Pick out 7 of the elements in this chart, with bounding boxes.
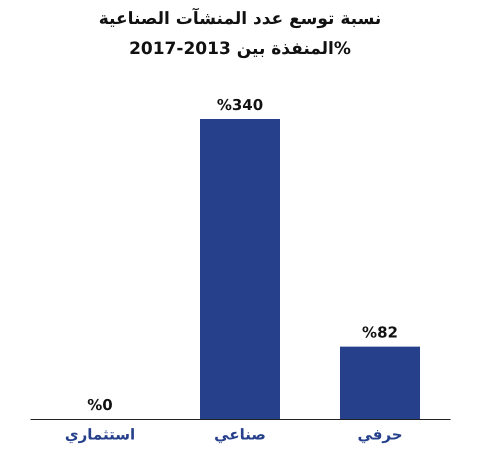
chart-title: نسبة توسع عدد المنشآت الصناعية المنفذة بين 2013-2017% <box>98 7 382 59</box>
data-label: %340 <box>216 96 264 114</box>
x-tick-label: استثماري <box>64 426 136 444</box>
x-tick-label: صناعي <box>214 426 266 444</box>
data-label: %82 <box>362 324 398 342</box>
x-tick-label: حرفي <box>357 426 403 444</box>
data-label: %0 <box>87 396 113 414</box>
